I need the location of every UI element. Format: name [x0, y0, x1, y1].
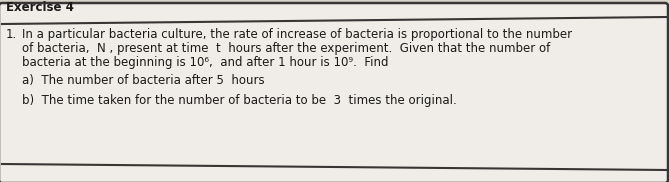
Text: In a particular bacteria culture, the rate of increase of bacteria is proportion: In a particular bacteria culture, the ra…	[22, 28, 572, 41]
Text: of bacteria,  N , present at time  t  hours after the experiment.  Given that th: of bacteria, N , present at time t hours…	[22, 42, 550, 55]
Text: a)  The number of bacteria after 5  hours: a) The number of bacteria after 5 hours	[22, 74, 265, 87]
FancyBboxPatch shape	[0, 3, 668, 182]
Text: b)  The time taken for the number of bacteria to be  3  times the original.: b) The time taken for the number of bact…	[22, 94, 457, 107]
Text: Exercise 4: Exercise 4	[6, 1, 74, 14]
Text: 1.: 1.	[6, 28, 17, 41]
Text: bacteria at the beginning is 10⁶,  and after 1 hour is 10⁹.  Find: bacteria at the beginning is 10⁶, and af…	[22, 56, 389, 69]
